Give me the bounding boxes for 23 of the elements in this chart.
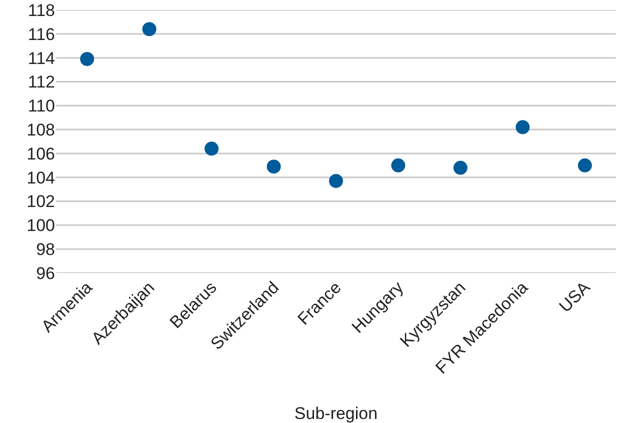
y-tick-label: 104: [26, 168, 55, 188]
point: [80, 52, 94, 66]
y-tick-label: 116: [28, 24, 55, 44]
y-tick-label: 114: [28, 48, 55, 68]
y-tick-label: 100: [26, 216, 55, 236]
y-tick-label: 106: [26, 144, 55, 164]
y-tick-label: 102: [26, 192, 55, 212]
x-axis-title: Sub-region: [294, 404, 378, 423]
x-tick-label: USA: [556, 277, 594, 316]
point: [391, 158, 406, 172]
point: [516, 120, 530, 134]
point: [453, 160, 468, 175]
point: [578, 158, 592, 172]
y-tick-label: 96: [36, 264, 55, 283]
y-tick-label: 112: [28, 72, 55, 92]
y-tick-label: 108: [26, 120, 55, 140]
point: [142, 22, 156, 36]
y-tick-label: 118: [28, 0, 55, 20]
point: [329, 174, 343, 188]
point: [266, 160, 281, 174]
y-tick-label: 98: [36, 240, 55, 260]
y-tick-label: 110: [28, 96, 55, 116]
point: [204, 142, 219, 156]
